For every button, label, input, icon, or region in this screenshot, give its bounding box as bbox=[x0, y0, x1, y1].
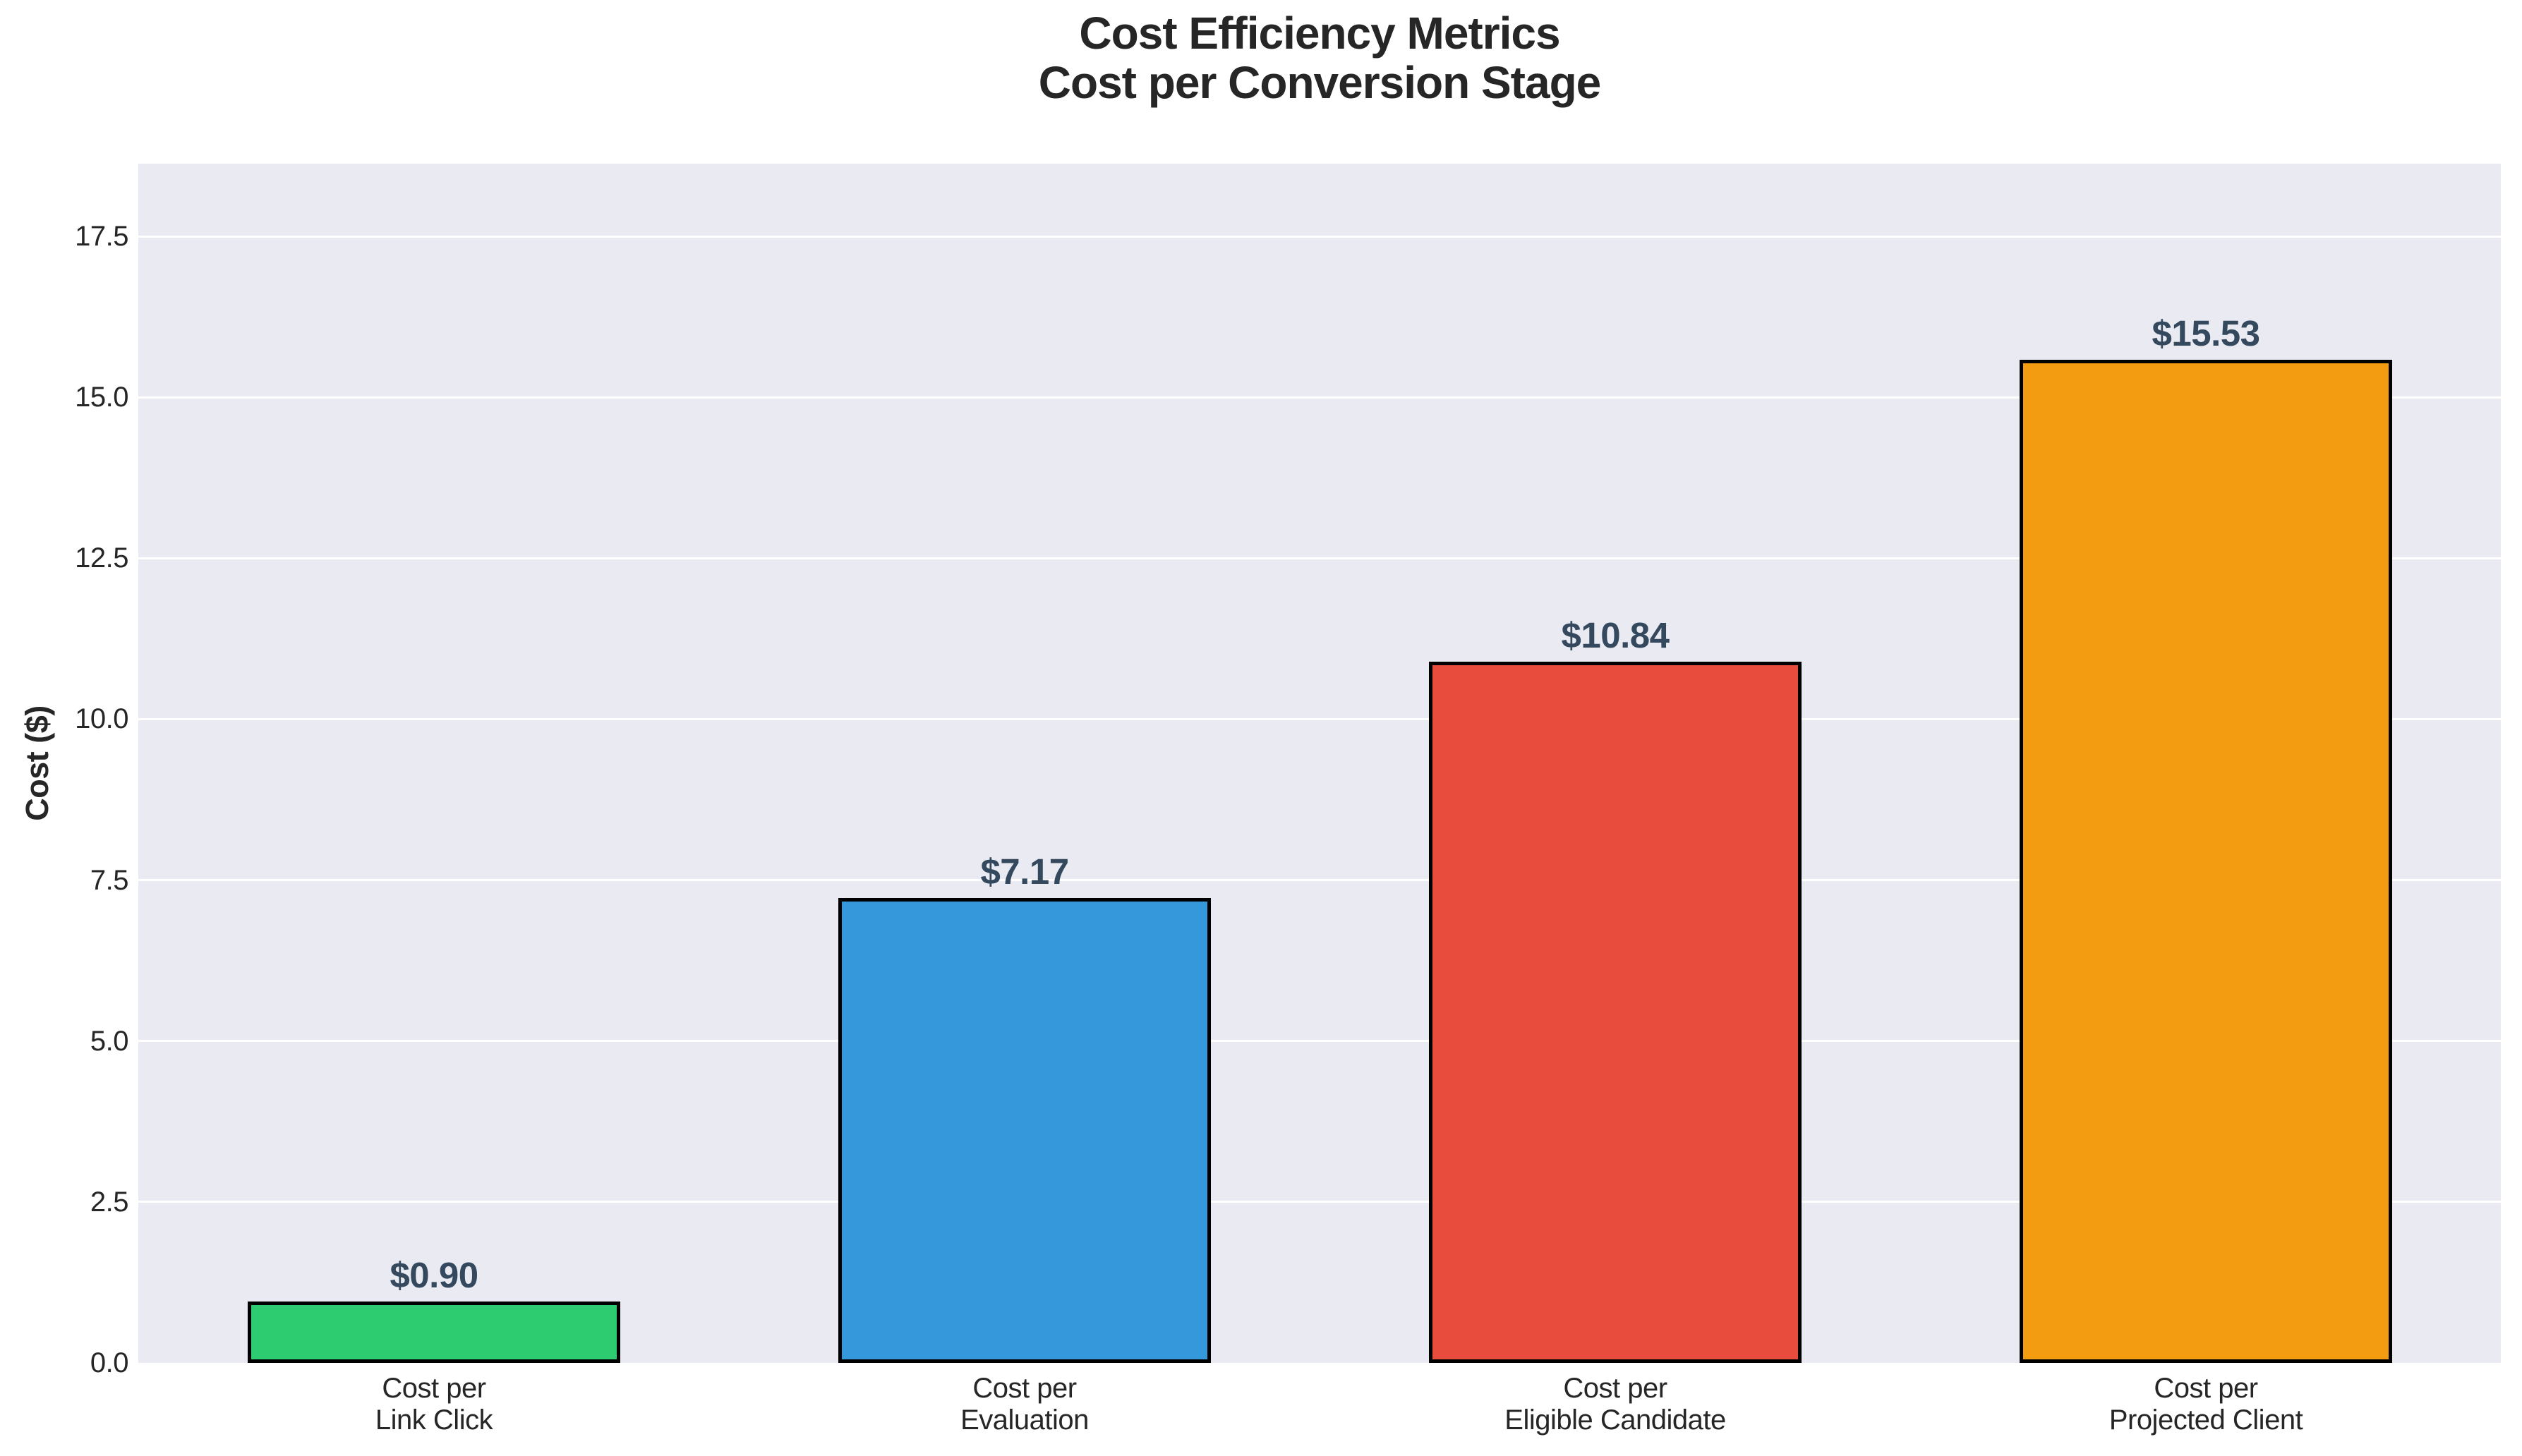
bar-value-label: $15.53 bbox=[2152, 313, 2261, 353]
bar-value-label: $7.17 bbox=[980, 851, 1069, 892]
gridline bbox=[138, 557, 2501, 559]
x-tick-label: Cost per Eligible Candidate bbox=[1504, 1373, 1726, 1436]
y-tick-label: 7.5 bbox=[90, 865, 129, 896]
y-tick-label: 2.5 bbox=[90, 1187, 129, 1218]
bar-2 bbox=[838, 898, 1211, 1363]
gridline bbox=[138, 717, 2501, 720]
x-tick-label: Cost per Projected Client bbox=[2108, 1373, 2303, 1436]
bar-value-label: $10.84 bbox=[1561, 615, 1670, 655]
y-tick-label: 10.0 bbox=[75, 703, 128, 734]
plot-area: $0.90 $7.17 $10.84 $15.53 bbox=[138, 164, 2501, 1363]
y-tick-label: 15.0 bbox=[75, 382, 128, 413]
gridline bbox=[138, 879, 2501, 882]
y-tick-label: 12.5 bbox=[75, 542, 128, 574]
x-tick-label: Cost per Link Click bbox=[375, 1373, 493, 1436]
y-tick-label: 0.0 bbox=[90, 1347, 129, 1378]
x-tick-label: Cost per Evaluation bbox=[960, 1373, 1089, 1436]
y-tick-label: 5.0 bbox=[90, 1026, 129, 1057]
bar-3 bbox=[1429, 662, 1802, 1363]
bar-value-label: $0.90 bbox=[390, 1255, 478, 1295]
y-tick-label: 17.5 bbox=[75, 221, 128, 252]
gridline bbox=[138, 235, 2501, 238]
gridline bbox=[138, 1201, 2501, 1203]
bar-4 bbox=[2020, 360, 2392, 1363]
gridline bbox=[138, 1040, 2501, 1043]
bar-1 bbox=[248, 1302, 620, 1363]
chart-title: Cost Efficiency Metrics Cost per Convers… bbox=[1038, 8, 1602, 108]
gridline bbox=[138, 396, 2501, 399]
